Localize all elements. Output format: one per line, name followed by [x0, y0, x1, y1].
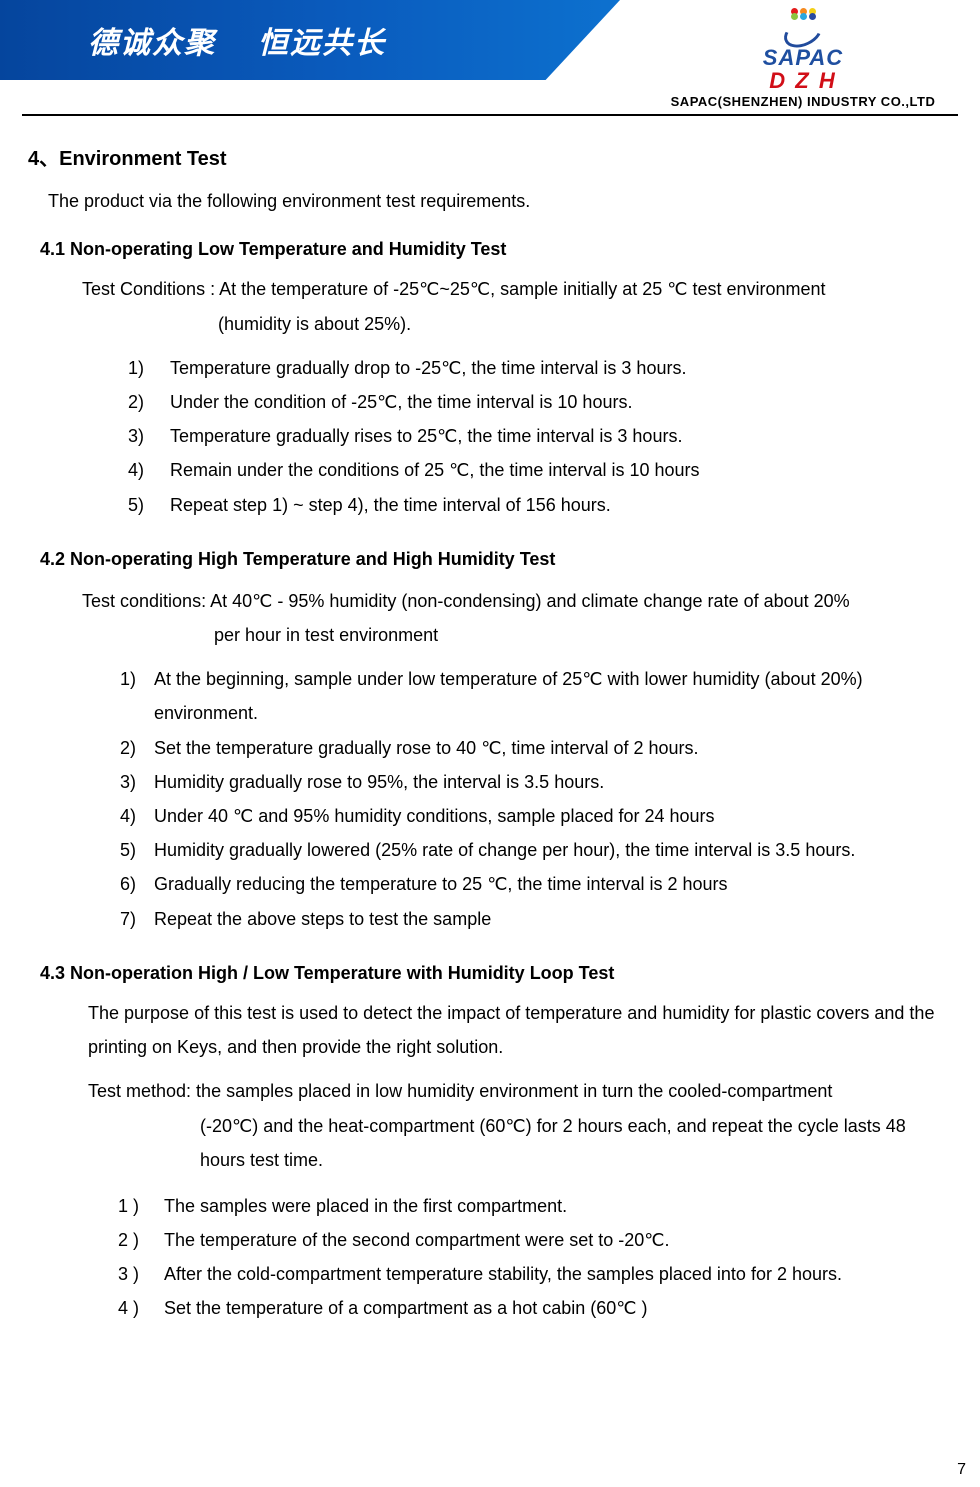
- test-conditions-41: Test Conditions : At the temperature of …: [82, 272, 940, 306]
- list-item: 3)Temperature gradually rises to 25℃, th…: [128, 419, 940, 453]
- list-item: 7)Repeat the above steps to test the sam…: [120, 902, 940, 936]
- step-number: 7): [120, 902, 154, 936]
- list-item: 2 )The temperature of the second compart…: [118, 1223, 940, 1257]
- list-item: 1)Temperature gradually drop to -25℃, th…: [128, 351, 940, 385]
- list-item: 4)Under 40 ℃ and 95% humidity conditions…: [120, 799, 940, 833]
- step-text: Under 40 ℃ and 95% humidity conditions, …: [154, 799, 940, 833]
- subsection-42-title: 4.2 Non-operating High Temperature and H…: [40, 542, 940, 576]
- step-text: Set the temperature gradually rose to 40…: [154, 731, 940, 765]
- step-number: 3): [120, 765, 154, 799]
- step-text: Gradually reducing the temperature to 25…: [154, 867, 940, 901]
- step-number: 2): [128, 385, 170, 419]
- steps-42: 1)At the beginning, sample under low tem…: [120, 662, 940, 936]
- list-item: 4)Remain under the conditions of 25 ℃, t…: [128, 453, 940, 487]
- list-item: 1 )The samples were placed in the first …: [118, 1189, 940, 1223]
- list-item: 3)Humidity gradually rose to 95%, the in…: [120, 765, 940, 799]
- test-conditions-41-cont: (humidity is about 25%).: [218, 307, 940, 341]
- step-text: Humidity gradually lowered (25% rate of …: [154, 833, 940, 867]
- step-text: Repeat step 1) ~ step 4), the time inter…: [170, 488, 940, 522]
- document-page: 德诚众聚 恒远共长 SAPAC D Z H SAPAC(SHENZHEN) IN…: [0, 0, 980, 1487]
- step-text: After the cold-compartment temperature s…: [164, 1257, 940, 1291]
- step-number: 3 ): [118, 1257, 164, 1291]
- step-number: 3): [128, 419, 170, 453]
- step-number: 2 ): [118, 1223, 164, 1257]
- list-item: 2)Under the condition of -25℃, the time …: [128, 385, 940, 419]
- steps-43: 1 )The samples were placed in the first …: [118, 1189, 940, 1326]
- step-text: At the beginning, sample under low tempe…: [154, 662, 940, 730]
- step-number: 4 ): [118, 1291, 164, 1325]
- step-number: 1): [120, 662, 154, 730]
- dot-icon: [791, 13, 798, 20]
- section-intro: The product via the following environmen…: [48, 184, 940, 218]
- list-item: 6)Gradually reducing the temperature to …: [120, 867, 940, 901]
- banner-part-2: 恒远共长: [258, 18, 386, 62]
- section-title: 4、Environment Test: [28, 140, 940, 178]
- step-number: 4): [128, 453, 170, 487]
- banner-text: 德诚众聚 恒远共长: [0, 0, 620, 80]
- step-text: Remain under the conditions of 25 ℃, the…: [170, 453, 940, 487]
- list-item: 5)Repeat step 1) ~ step 4), the time int…: [128, 488, 940, 522]
- banner-part-1: 德诚众聚: [88, 18, 216, 62]
- subsection-41-title: 4.1 Non-operating Low Temperature and Hu…: [40, 232, 940, 266]
- step-number: 4): [120, 799, 154, 833]
- slogan-banner: 德诚众聚 恒远共长: [0, 0, 620, 80]
- step-number: 5): [128, 488, 170, 522]
- step-text: Under the condition of -25℃, the time in…: [170, 385, 940, 419]
- test-method-43-cont: (-20℃) and the heat-compartment (60℃) fo…: [200, 1109, 940, 1177]
- step-number: 6): [120, 867, 154, 901]
- list-item: 2)Set the temperature gradually rose to …: [120, 731, 940, 765]
- purpose-43: The purpose of this test is used to dete…: [88, 996, 940, 1064]
- logo-text-dzh: D Z H: [638, 69, 968, 92]
- list-item: 3 )After the cold-compartment temperatur…: [118, 1257, 940, 1291]
- step-text: Temperature gradually rises to 25℃, the …: [170, 419, 940, 453]
- step-text: Humidity gradually rose to 95%, the inte…: [154, 765, 940, 799]
- document-content: 4、Environment Test The product via the f…: [0, 116, 980, 1326]
- step-number: 1 ): [118, 1189, 164, 1223]
- subsection-43-title: 4.3 Non-operation High / Low Temperature…: [40, 956, 940, 990]
- company-logo: SAPAC D Z H SAPAC(SHENZHEN) INDUSTRY CO.…: [638, 6, 968, 109]
- step-number: 5): [120, 833, 154, 867]
- step-text: The samples were placed in the first com…: [164, 1189, 940, 1223]
- test-conditions-42-cont: per hour in test environment: [214, 618, 940, 652]
- list-item: 4 )Set the temperature of a compartment …: [118, 1291, 940, 1325]
- list-item: 5)Humidity gradually lowered (25% rate o…: [120, 833, 940, 867]
- logo-text-sapac: SAPAC: [638, 46, 968, 69]
- step-text: Set the temperature of a compartment as …: [164, 1291, 940, 1325]
- logo-company-name: SAPAC(SHENZHEN) INDUSTRY CO.,LTD: [638, 94, 968, 109]
- step-text: Repeat the above steps to test the sampl…: [154, 902, 940, 936]
- step-text: Temperature gradually drop to -25℃, the …: [170, 351, 940, 385]
- step-number: 1): [128, 351, 170, 385]
- step-text: The temperature of the second compartmen…: [164, 1223, 940, 1257]
- test-conditions-42: Test conditions: At 40℃ - 95% humidity (…: [82, 584, 940, 618]
- page-number: 7: [957, 1461, 966, 1479]
- steps-41: 1)Temperature gradually drop to -25℃, th…: [128, 351, 940, 522]
- test-method-43: Test method: the samples placed in low h…: [88, 1074, 940, 1108]
- list-item: 1)At the beginning, sample under low tem…: [120, 662, 940, 730]
- page-header: 德诚众聚 恒远共长 SAPAC D Z H SAPAC(SHENZHEN) IN…: [0, 0, 980, 100]
- step-number: 2): [120, 731, 154, 765]
